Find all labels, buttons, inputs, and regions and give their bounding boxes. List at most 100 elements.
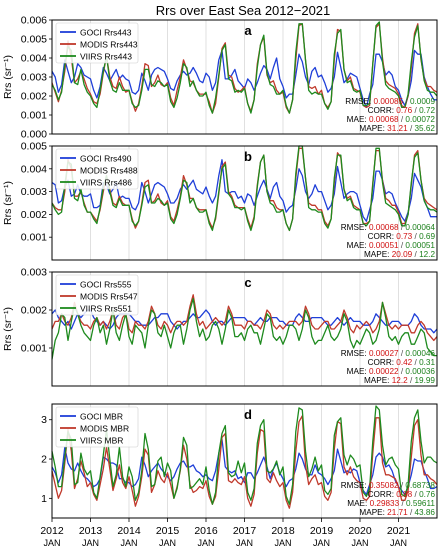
y-tick-label: 0.002: [21, 209, 47, 221]
series-line-modis-mbr: [51, 415, 438, 509]
y-tick-label: 0.004: [21, 163, 47, 175]
metric-sep: /: [399, 481, 406, 490]
legend-label: VIIRS Rrs551: [80, 304, 132, 314]
metric-viirs: 35.62: [415, 124, 436, 133]
metric-row: RMSE: 0.35082 / 0.68738: [341, 481, 436, 490]
metric-row: MAPE: 12.2 / 19.99: [364, 376, 435, 385]
metric-name: MAE:: [347, 367, 369, 376]
legend-label: VIIRS Rrs486: [80, 178, 132, 188]
x-tick-month: JAN: [236, 538, 253, 548]
x-tick-year: 2021: [387, 525, 411, 537]
metric-name: MAPE:: [359, 124, 387, 133]
metric-viirs: 0.76: [419, 490, 435, 499]
metric-viirs: 0.72: [419, 106, 435, 115]
metric-name: RMSE:: [341, 223, 369, 232]
metric-name: MAE:: [347, 241, 369, 250]
metric-row: CORR: 0.73 / 0.69: [368, 232, 436, 241]
metric-name: RMSE:: [341, 349, 369, 358]
y-axis-label: Rrs (sr⁻¹): [2, 181, 14, 225]
panel-c: 0.001 0.002 0.003 Rrs (sr⁻¹) c GOCI Rrs555 MOD…: [2, 267, 438, 387]
metric-sep: /: [403, 97, 410, 106]
metric-viirs: 0.0009: [410, 97, 435, 106]
plot-frame: [51, 19, 438, 135]
series-line-viirs-rrs486: [51, 145, 438, 232]
y-tick-label: 0.000: [21, 129, 47, 141]
legend-box: [55, 22, 139, 64]
metric-name: MAE:: [347, 115, 369, 124]
metric-sep: /: [399, 115, 406, 124]
x-tick-month: JAN: [82, 538, 99, 548]
panel-letter: a: [244, 23, 252, 38]
y-tick-label: 0.002: [21, 305, 47, 317]
metric-row: MAE: 0.00068 / 0.00072: [347, 115, 436, 124]
metric-sep: /: [399, 223, 406, 232]
panel-d: 1 2 3 d GOCI MBR MODIS MBR VIIRS MBR RMSE: 0.35…: [41, 403, 438, 519]
metric-row: RMSE: 0.00068 / 0.00064: [341, 223, 436, 232]
panel-letter: b: [244, 149, 252, 164]
metric-modis: 0.29833: [370, 499, 400, 508]
metric-sep: /: [399, 367, 406, 376]
metric-viirs: 0.00064: [405, 223, 435, 232]
panels: 0.000 0.001 0.002 0.003 0.004 0.005 0.006 Rrs (…: [2, 15, 438, 519]
plot-frame: [51, 145, 438, 261]
y-tick-label: 0.005: [21, 34, 47, 46]
figure-title: Rrs over East Sea 2012−2021: [156, 3, 331, 18]
metric-sep: /: [412, 490, 419, 499]
series-line-viirs-rrs443: [51, 21, 438, 114]
metric-sep: /: [399, 499, 406, 508]
legend-box: [55, 406, 139, 448]
metric-modis: 0.00022: [369, 367, 399, 376]
legend-label: GOCI Rrs490: [80, 154, 132, 164]
y-tick-label: 0.003: [21, 72, 47, 84]
metric-name: RMSE:: [345, 97, 373, 106]
legend-label: GOCI Rrs555: [80, 280, 132, 290]
metric-modis: 0.00051: [369, 241, 399, 250]
legend-label: MODIS MBR: [80, 424, 129, 434]
metric-viirs: 0.59611: [406, 499, 435, 508]
y-axis-label: Rrs (sr⁻¹): [2, 55, 14, 99]
y-tick-label: 0.001: [21, 232, 47, 244]
metric-name: MAPE:: [364, 376, 392, 385]
y-tick-label: 0.006: [21, 15, 47, 27]
y-tick-label: 1: [41, 493, 47, 505]
series-line-modis-rrs547: [51, 294, 438, 342]
y-tick-label: 2: [41, 454, 47, 466]
x-tick-year: 2017: [233, 525, 257, 537]
metric-sep: /: [408, 508, 415, 517]
x-tick-year: 2013: [79, 525, 103, 537]
metric-modis: 0.42: [396, 358, 412, 367]
metric-modis: 20.09: [392, 250, 413, 259]
legend: GOCI Rrs490 MODIS Rrs488 VIIRS Rrs486: [55, 148, 139, 190]
legend-label: MODIS Rrs547: [80, 292, 138, 302]
metric-viirs: 19.99: [415, 376, 436, 385]
x-tick-month: JAN: [390, 538, 407, 548]
metric-row: MAPE: 21.71 / 43.86: [359, 508, 435, 517]
metric-name: CORR:: [368, 358, 397, 367]
metric-modis: 0.88: [396, 490, 412, 499]
x-tick-month: JAN: [313, 538, 330, 548]
metric-viirs: 0.00072: [405, 115, 435, 124]
metric-row: MAPE: 20.09 / 12.2: [364, 250, 435, 259]
legend-box: [55, 274, 139, 316]
metric-viirs: 12.2: [419, 250, 435, 259]
metric-name: MAE:: [347, 499, 369, 508]
metric-name: CORR:: [368, 106, 397, 115]
y-tick-label: 0.001: [21, 110, 47, 122]
y-tick-label: 0.001: [21, 343, 47, 355]
y-tick-label: 3: [41, 414, 47, 426]
x-tick-year: 2020: [348, 525, 372, 537]
x-tick-year: 2012: [40, 525, 64, 537]
metric-row: CORR: 0.42 / 0.31: [368, 358, 436, 367]
y-tick-label: 0.003: [21, 186, 47, 198]
metric-viirs: 0.00036: [405, 367, 435, 376]
legend-label: MODIS Rrs443: [80, 40, 138, 50]
y-tick-label: 0.005: [21, 141, 47, 153]
metric-sep: /: [412, 358, 419, 367]
x-tick-year: 2018: [271, 525, 295, 537]
metric-modis: 0.73: [396, 232, 412, 241]
plot-frame: [51, 271, 438, 387]
metric-row: MAPE: 31.21 / 35.62: [359, 124, 435, 133]
metric-modis: 0.00085: [374, 97, 404, 106]
